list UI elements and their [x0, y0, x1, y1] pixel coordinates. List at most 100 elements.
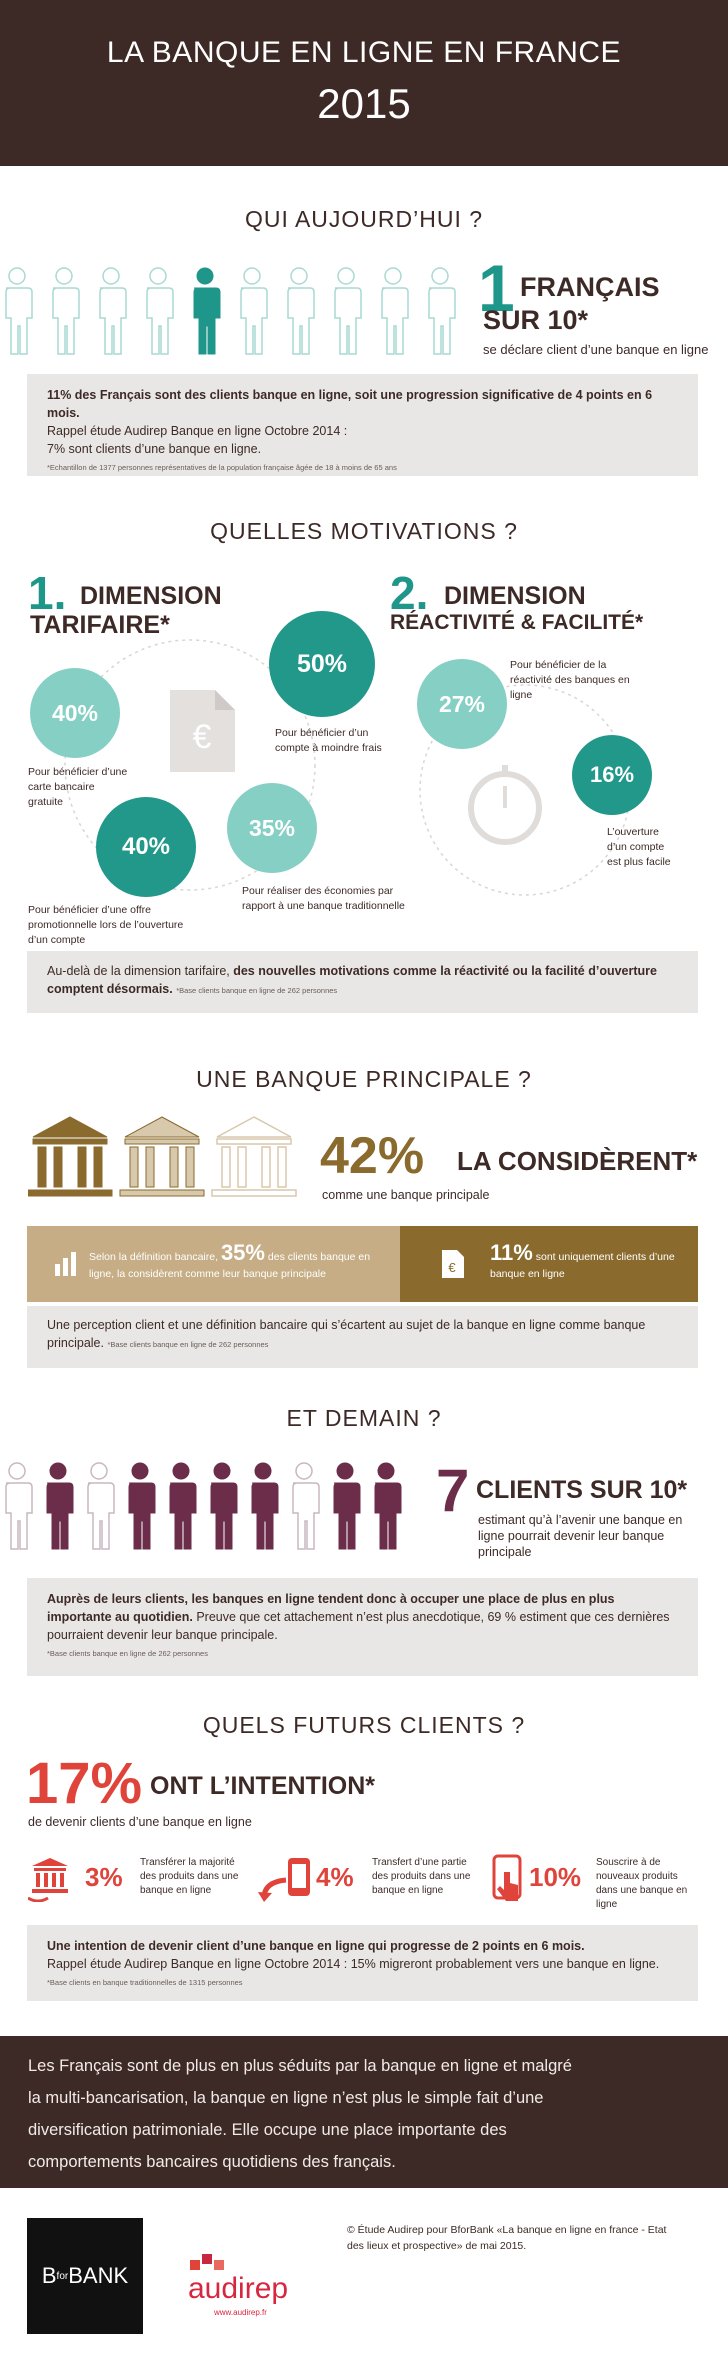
box-note: *Echantillon de 1377 personnes représent…: [47, 463, 397, 472]
stat-caption: se déclare client d’une banque en ligne: [483, 342, 709, 357]
document-icon: €: [170, 690, 235, 772]
transfer-icon: [28, 1858, 68, 1902]
stat-text: ONT L’INTENTION*: [150, 1772, 375, 1800]
stat-label: L’ouverture d’un compte est plus facile: [607, 826, 671, 868]
stat-percent: 17%: [26, 1751, 143, 1816]
person-icon: [169, 1462, 197, 1550]
stat-caption: estimant qu’à l’avenir une banque en lig…: [478, 1513, 683, 1559]
section-title: DIMENSION: [444, 582, 586, 610]
section-heading: UNE BANQUE PRINCIPALE ?: [196, 1066, 532, 1092]
header-title: LA BANQUE EN LIGNE EN FRANCE: [106, 36, 622, 69]
section-heading: QUELS FUTURS CLIENTS ?: [202, 1712, 526, 1738]
section-number: 1.: [28, 567, 67, 619]
stat-label: Pour réaliser des économies par rapport …: [242, 885, 405, 912]
box-text: Rappel étude Audirep Banque en ligne Oct…: [47, 1957, 660, 1971]
item-label: Souscrire à de nouveaux produits dans un…: [596, 1857, 688, 1910]
transfer-icon: [258, 1858, 310, 1902]
person-icon: [428, 267, 456, 355]
band-text: 11% sont uniquement clients d’une banque…: [490, 1242, 690, 1283]
box-text: Auprès de leurs clients, les banques en …: [47, 1592, 615, 1624]
stat-label: Pour bénéficier d’une offre promotionnel…: [28, 904, 184, 946]
person-icon: [87, 1462, 115, 1550]
header: LA BANQUE EN LIGNE EN FRANCE 2015: [0, 0, 728, 166]
stat-percent: 42%: [320, 1127, 425, 1185]
stat-label: Pour bénéficier d’un compte à moindre fr…: [275, 727, 382, 754]
phone-icon: [492, 1854, 522, 1901]
stat-text: CLIENTS SUR 10*: [476, 1476, 688, 1504]
person-icon: [251, 1462, 279, 1550]
box-text: Preuve que cet attachement n’est plus an…: [47, 1610, 670, 1642]
box-text: 7% sont clients d’une banque en ligne.: [47, 442, 262, 456]
box-note: *Base clients banque en ligne de 262 per…: [176, 986, 338, 995]
band-value: 35%: [220, 1240, 265, 1265]
audirep-name: audirep: [188, 2272, 289, 2305]
conclusion-line: comportements bancaires quotidiens des f…: [28, 2153, 396, 2171]
person-icon: [146, 267, 174, 355]
stat-label: Pour bénéficier de la réactivité des ban…: [510, 659, 630, 701]
person-icon: [5, 1462, 33, 1550]
conclusion-line: diversification patrimoniale. Elle occup…: [28, 2121, 507, 2139]
box-text: Une intention de devenir client d’une ba…: [47, 1939, 585, 1953]
bank-icon: [211, 1116, 297, 1197]
box-text: Au-delà de la dimension tarifaire,: [47, 964, 234, 978]
person-icon: [381, 267, 409, 355]
person-icon: [5, 267, 33, 355]
person-icon: [287, 267, 315, 355]
decoration: €: [64, 639, 631, 896]
header-year: 2015: [317, 80, 411, 127]
credit: © Étude Audirep pour BforBank «La banque…: [347, 2224, 667, 2252]
person-icon: [46, 1462, 74, 1550]
stat-text: FRANÇAIS: [520, 272, 660, 302]
section-title: RÉACTIVITÉ & FACILITÉ*: [390, 611, 644, 634]
item-label: Transférer la majorité des produits dans…: [140, 1857, 239, 1896]
box-text: 11% des Français sont des clients banque…: [47, 388, 653, 420]
info-box: 11% des Français sont des clients banque…: [27, 374, 698, 476]
svg-text:€: €: [193, 718, 212, 756]
person-icon: [99, 267, 127, 355]
conclusion-text: Les Français sont de plus en plus séduit…: [28, 2050, 708, 2178]
band-value: 11%: [490, 1240, 533, 1265]
stat-band: € 11% sont uniquement clients d’une banq…: [400, 1226, 698, 1302]
stat-circle: 16%: [572, 735, 652, 815]
item-value: 3%: [85, 1862, 123, 1892]
person-icon: [333, 1462, 361, 1550]
band-text: Selon la définition bancaire, 35% des cl…: [89, 1242, 389, 1283]
stat-band: Selon la définition bancaire, 35% des cl…: [27, 1226, 400, 1302]
section-heading: QUELLES MOTIVATIONS ?: [210, 518, 518, 544]
band-text: Selon la définition bancaire,: [89, 1251, 219, 1263]
stat-text: LA CONSIDÈRENT*: [457, 1146, 698, 1176]
stat-circle: 35%: [227, 783, 317, 873]
audirep-icon: [190, 2254, 224, 2270]
person-icon: [52, 267, 80, 355]
conclusion: Les Français sont de plus en plus séduit…: [0, 2036, 728, 2188]
person-icon: [240, 267, 268, 355]
band-text: des clients banque en ligne, la considèr…: [89, 1251, 371, 1280]
stopwatch-icon: [468, 765, 542, 845]
info-box: Auprès de leurs clients, les banques en …: [27, 1578, 698, 1676]
info-box: Au-delà de la dimension tarifaire, des n…: [27, 951, 698, 1013]
box-note: *Base clients banque en ligne de 262 per…: [47, 1649, 208, 1658]
stat-circle: 40%: [30, 668, 120, 758]
stat-circle: 40%: [96, 797, 196, 897]
people-row: [5, 1462, 402, 1550]
logo-text: for: [56, 2270, 69, 2282]
person-icon: [128, 1462, 156, 1550]
person-icon: [193, 267, 221, 355]
logo-text: B: [41, 2263, 57, 2288]
info-box: Une intention de devenir client d’une ba…: [27, 1925, 698, 2001]
box-text: des nouvelles motivations comme la réact…: [47, 964, 657, 996]
box-text: Une perception client et une définition …: [47, 1318, 646, 1350]
person-icon: [210, 1462, 238, 1550]
stat-text: SUR 10*: [483, 305, 589, 335]
box-text: Rappel étude Audirep Banque en ligne Oct…: [47, 424, 348, 438]
info-box: Une perception client et une définition …: [27, 1306, 698, 1368]
conclusion-line: la multi-bancarisation, la banque en lig…: [28, 2089, 544, 2107]
logo-text: BANK: [68, 2263, 129, 2288]
bank-icon: [119, 1116, 205, 1197]
document-icon: €: [442, 1250, 464, 1278]
stat-caption: comme une banque principale: [322, 1188, 490, 1202]
section-title: DIMENSION: [80, 582, 222, 610]
person-icon: [334, 267, 362, 355]
